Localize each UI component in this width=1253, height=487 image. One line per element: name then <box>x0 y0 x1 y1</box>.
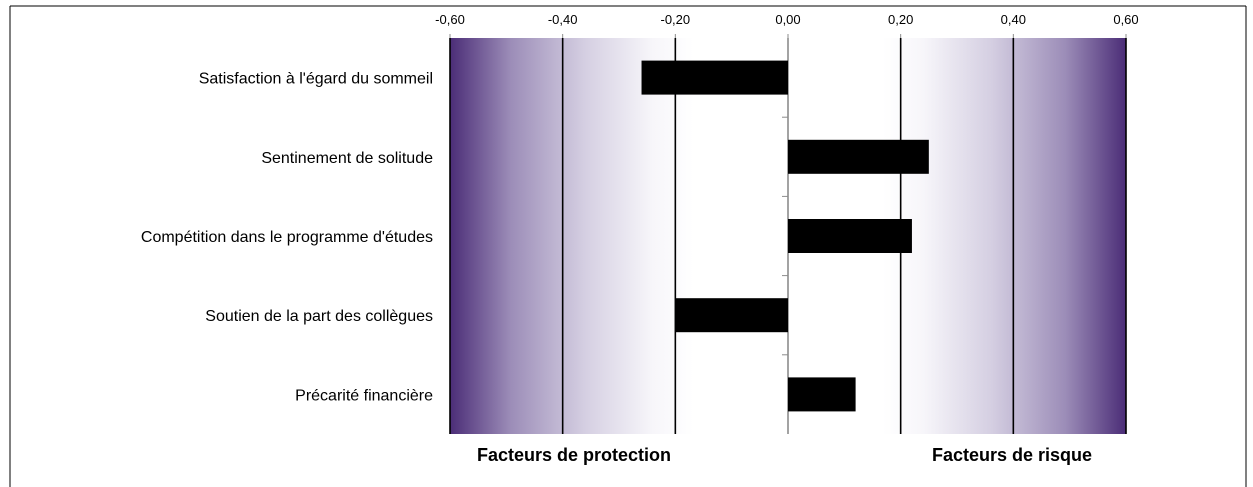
category-label: Soutien de la part des collègues <box>205 308 433 325</box>
x-tick-label: -0,60 <box>435 12 465 27</box>
bar <box>788 219 912 253</box>
x-tick-label: -0,20 <box>661 12 691 27</box>
x-tick-label: 0,40 <box>1001 12 1026 27</box>
category-label: Sentinement de solitude <box>261 150 433 167</box>
risk-label: Facteurs de risque <box>932 445 1092 465</box>
x-axis-ticks: -0,60 -0,40 -0,20 0,00 0,20 0,40 0,60 <box>435 12 1139 356</box>
x-tick-label: -0,40 <box>548 12 578 27</box>
category-label: Compétition dans le programme d'études <box>141 229 433 246</box>
category-label: Satisfaction à l'égard du sommeil <box>199 71 433 88</box>
x-tick-label: 0,00 <box>775 12 800 27</box>
category-label: Précarité financière <box>295 387 433 404</box>
protection-label: Facteurs de protection <box>477 445 671 465</box>
bar <box>788 139 929 174</box>
bars <box>641 60 929 412</box>
x-tick-label: 0,60 <box>1113 12 1138 27</box>
bar <box>675 298 788 333</box>
category-labels: Satisfaction à l'égard du sommeil Sentine… <box>141 71 433 405</box>
x-tick-label: 0,20 <box>888 12 913 27</box>
bar <box>788 377 856 412</box>
bar <box>641 60 788 95</box>
gridlines <box>449 38 1127 434</box>
